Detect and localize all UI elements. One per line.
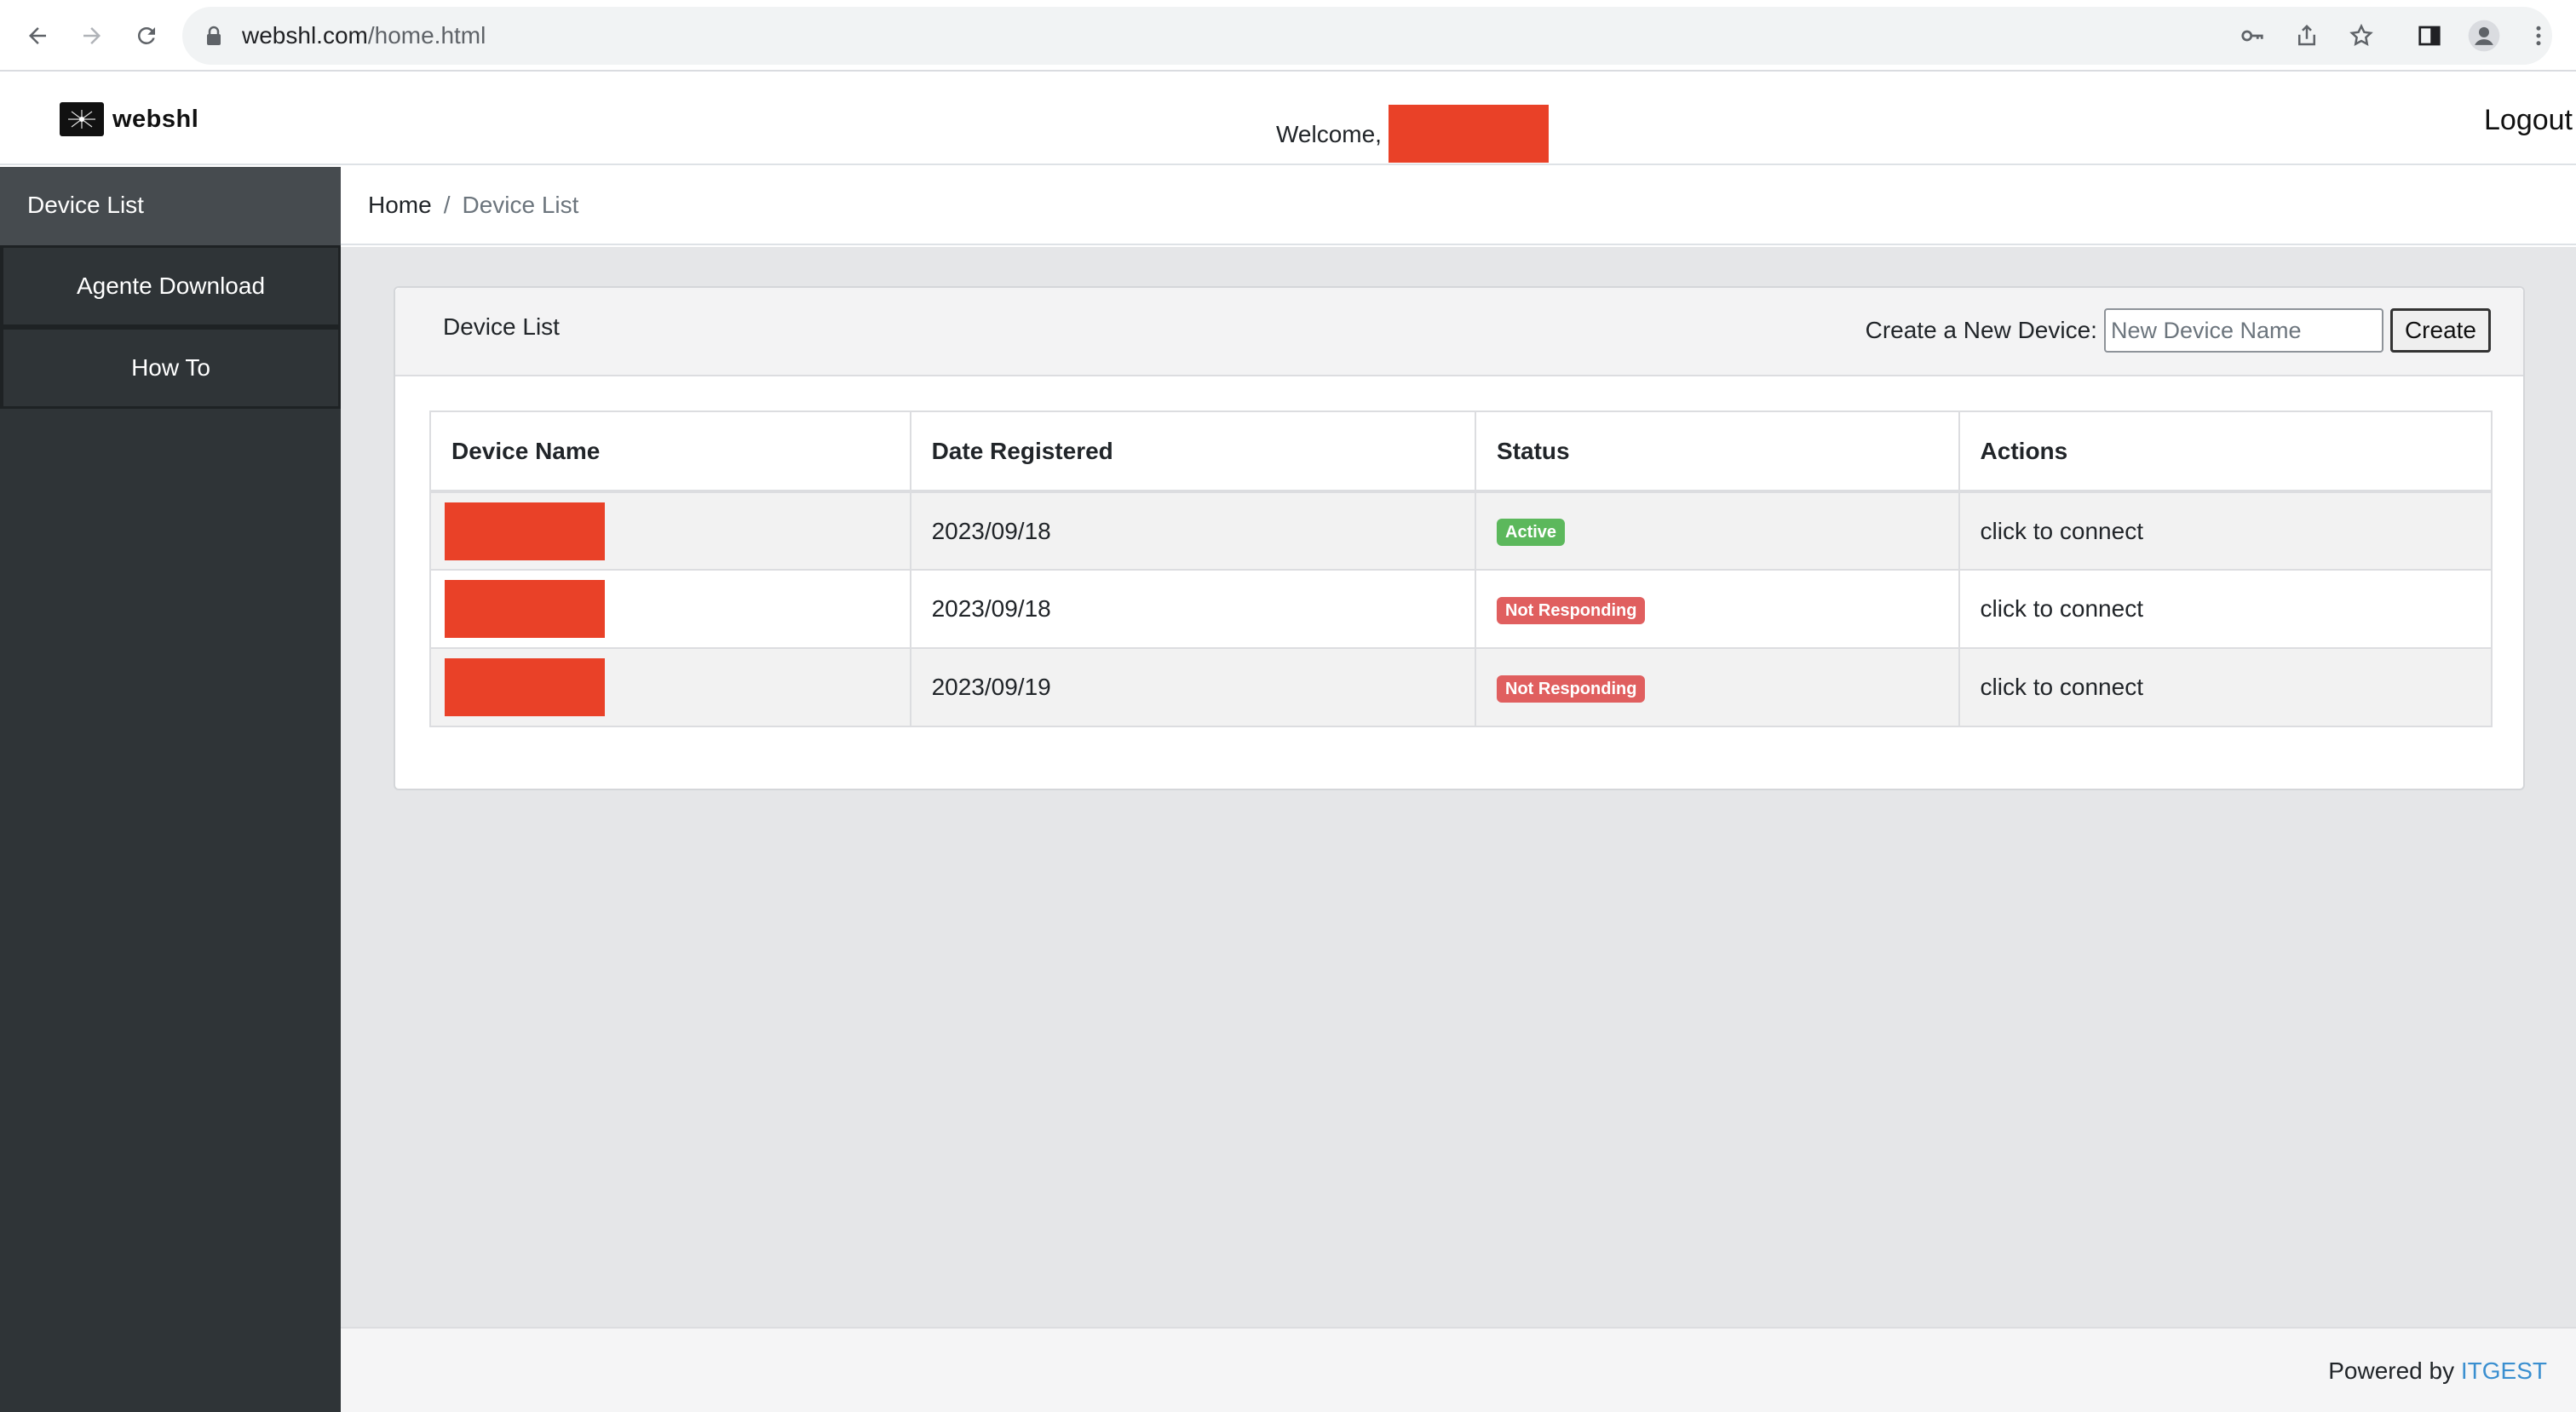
key-icon[interactable] xyxy=(2232,15,2273,56)
lock-icon xyxy=(204,26,223,50)
device-table: Device Name Date Registered Status Actio… xyxy=(429,410,2493,727)
connect-action[interactable]: click to connect xyxy=(1958,491,2493,571)
address-bar[interactable]: webshl.com/home.html xyxy=(182,7,2552,65)
table-row: 2023/09/18 Not Responding click to conne… xyxy=(429,569,2493,649)
create-device-button[interactable]: Create xyxy=(2389,308,2491,353)
main-content: Device List Create a New Device: Create … xyxy=(341,247,2576,1327)
brand[interactable]: webshl xyxy=(60,102,198,136)
status-cell: Not Responding xyxy=(1475,569,1960,649)
card-header: Device List Create a New Device: Create xyxy=(395,288,2523,376)
share-icon[interactable] xyxy=(2286,15,2327,56)
status-badge: Not Responding xyxy=(1497,596,1646,624)
create-device-form: Create a New Device: Create xyxy=(1866,308,2491,353)
column-header-date-registered: Date Registered xyxy=(909,410,1477,493)
breadcrumb: Home / Device List xyxy=(341,167,2576,245)
side-panel-icon[interactable] xyxy=(2409,15,2450,56)
status-badge: Not Responding xyxy=(1497,674,1646,703)
brand-name: webshl xyxy=(112,105,199,133)
sidebar-item-agente-download[interactable]: Agente Download xyxy=(0,245,341,327)
date-registered-cell: 2023/09/18 xyxy=(909,569,1477,649)
breadcrumb-current: Device List xyxy=(462,192,579,218)
device-name-cell xyxy=(429,647,911,727)
app-header: webshl Welcome, Logout xyxy=(0,73,2576,165)
column-header-actions: Actions xyxy=(1958,410,2493,493)
device-list-card: Device List Create a New Device: Create … xyxy=(394,286,2525,790)
new-device-name-input[interactable] xyxy=(2103,308,2383,353)
create-device-label: Create a New Device: xyxy=(1865,317,2097,343)
welcome-label: Welcome, xyxy=(1276,121,1382,147)
column-header-device-name: Device Name xyxy=(429,410,911,493)
connect-action[interactable]: click to connect xyxy=(1958,647,2493,727)
status-cell: Active xyxy=(1475,491,1960,571)
device-name-cell xyxy=(429,491,911,571)
date-registered-cell: 2023/09/18 xyxy=(909,491,1477,571)
table-header-row: Device Name Date Registered Status Actio… xyxy=(429,410,2493,493)
powered-by-label: Powered by xyxy=(2328,1357,2455,1384)
welcome-message: Welcome, xyxy=(1276,105,1549,164)
breadcrumb-separator: / xyxy=(443,192,451,218)
url-text: webshl.com/home.html xyxy=(242,22,486,49)
status-cell: Not Responding xyxy=(1475,647,1960,727)
menu-kebab-icon[interactable] xyxy=(2518,15,2559,56)
redacted-username xyxy=(1388,105,1549,163)
back-arrow-icon[interactable] xyxy=(17,15,58,56)
forward-arrow-icon[interactable] xyxy=(72,15,112,56)
sidebar-item-device-list[interactable]: Device List xyxy=(0,167,341,245)
profile-avatar-icon[interactable] xyxy=(2464,15,2504,56)
footer: Powered by ITGEST xyxy=(341,1327,2576,1412)
status-badge: Active xyxy=(1497,519,1566,546)
powered-by-text: Powered by ITGEST xyxy=(2328,1357,2547,1385)
breadcrumb-home-link[interactable]: Home xyxy=(368,192,432,218)
brand-logo-icon xyxy=(60,102,104,136)
table-row: 2023/09/18 Active click to connect xyxy=(429,491,2493,571)
device-name-cell xyxy=(429,569,911,649)
browser-toolbar: webshl.com/home.html xyxy=(0,0,2576,72)
redacted-device-name xyxy=(445,658,605,716)
logout-link[interactable]: Logout xyxy=(2484,104,2573,136)
card-title: Device List xyxy=(443,313,560,340)
company-link[interactable]: ITGEST xyxy=(2460,1357,2547,1384)
date-registered-cell: 2023/09/19 xyxy=(909,647,1477,727)
redacted-device-name xyxy=(445,580,605,638)
reload-icon[interactable] xyxy=(126,15,167,56)
sidebar: Device List Agente Download How To xyxy=(0,167,341,1412)
table-row: 2023/09/19 Not Responding click to conne… xyxy=(429,647,2493,727)
redacted-device-name xyxy=(445,502,605,560)
column-header-status: Status xyxy=(1475,410,1960,493)
bookmark-star-icon[interactable] xyxy=(2341,15,2382,56)
sidebar-item-how-to[interactable]: How To xyxy=(0,327,341,409)
connect-action[interactable]: click to connect xyxy=(1958,569,2493,649)
